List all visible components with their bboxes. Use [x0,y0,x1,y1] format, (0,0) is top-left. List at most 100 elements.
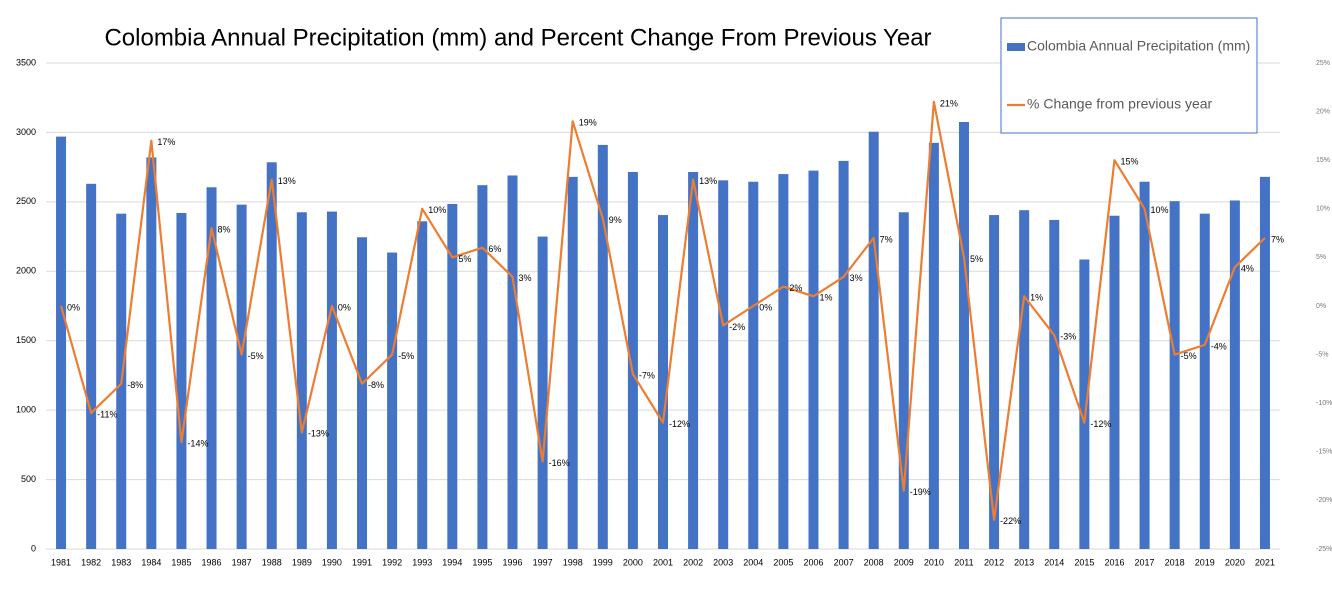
y2-tick-label: 15% [1316,157,1330,164]
data-label: 15% [1120,157,1138,167]
x-tick-label: 1984 [141,557,161,567]
y2-tick-label: 20% [1316,108,1330,115]
bar [236,204,247,550]
data-label: -8% [127,380,143,390]
bar [146,157,157,549]
bar [928,142,939,550]
x-tick-label: 2011 [954,557,973,567]
bar [1259,176,1270,549]
bar [1169,201,1180,550]
data-label: -7% [639,370,655,380]
bar [417,221,428,549]
data-label: 7% [880,234,893,244]
x-tick-label: 2002 [683,557,703,567]
data-label: -2% [729,322,745,332]
legend-label: Colombia Annual Precipitation (mm) [1027,38,1250,54]
data-label: -3% [1060,332,1076,342]
x-tick-label: 2016 [1104,557,1124,567]
legend-swatch [1007,43,1025,51]
x-tick-label: 2001 [653,557,673,567]
y-tick-label: 2000 [16,266,36,276]
x-tick-label: 2006 [803,557,823,567]
data-label: 6% [488,244,501,254]
y2-tick-label: -15% [1316,449,1332,456]
data-label: 21% [940,98,958,108]
data-label: -14% [187,438,208,448]
data-label: 7% [1271,234,1284,244]
bar [206,187,217,549]
x-tick-label: 2007 [834,557,854,567]
bar [1139,181,1150,550]
data-label: 10% [1151,205,1169,215]
bar [387,252,398,550]
data-label: 13% [699,176,717,186]
bar [326,211,337,549]
bar [838,160,849,549]
x-tick-label: 1994 [442,557,462,567]
x-tick-label: 2018 [1165,557,1185,567]
x-tick-label: 1995 [472,557,492,567]
data-label: -5% [1181,351,1197,361]
x-tick-label: 2000 [623,557,643,567]
data-label: 8% [218,225,231,235]
x-tick-label: 1989 [292,557,312,567]
bar [1199,213,1210,549]
data-label: 5% [970,254,983,264]
bar [507,175,518,549]
bar [1019,210,1030,549]
chart-title: Colombia Annual Precipitation (mm) and P… [104,24,931,51]
x-tick-label: 1988 [262,557,282,567]
x-tick-label: 1999 [593,557,613,567]
x-tick-label: 2020 [1225,557,1245,567]
x-tick-label: 1990 [322,557,342,567]
x-tick-label: 2019 [1195,557,1215,567]
data-label: 19% [579,118,597,128]
x-tick-label: 1986 [202,557,222,567]
y2-tick-label: -20% [1316,497,1332,504]
y-tick-label: 3000 [16,127,36,137]
x-tick-label: 2005 [773,557,793,567]
x-tick-label: 2013 [1014,557,1034,567]
bar [176,212,187,550]
bar [357,237,368,549]
data-label: 1% [819,293,832,303]
data-label: -11% [97,409,117,419]
bar [1109,215,1120,549]
bar [597,144,608,549]
x-tick-label: 1993 [412,557,432,567]
x-tick-label: 1997 [533,557,553,567]
bar [56,136,67,549]
bar [567,176,578,549]
bar [1049,219,1060,549]
y-tick-label: 2500 [16,196,36,206]
x-tick-label: 2012 [984,557,1004,567]
data-label: -5% [248,351,264,361]
x-tick-label: 2017 [1135,557,1155,567]
data-label: -4% [1211,341,1227,351]
bar [808,170,819,549]
y-tick-label: 0 [31,543,36,553]
data-label: -5% [398,351,414,361]
y2-tick-label: 25% [1316,60,1330,67]
data-label: 0% [338,302,351,312]
y2-tick-label: -5% [1316,351,1328,358]
data-label: -16% [549,458,570,468]
data-label: -22% [1000,516,1021,526]
y2-tick-label: 10% [1316,206,1330,213]
data-label: 5% [458,254,471,264]
x-tick-label: 2009 [894,557,914,567]
bar [1079,259,1090,549]
data-label: 0% [67,302,80,312]
x-tick-label: 1987 [232,557,252,567]
x-tick-label: 1991 [352,557,372,567]
x-tick-label: 2010 [924,557,944,567]
bar [778,174,789,550]
bar [748,181,759,550]
bar [958,122,969,549]
x-tick-label: 1985 [171,557,191,567]
data-label: -19% [910,487,931,497]
data-label: -12% [669,419,690,429]
bar [86,183,97,549]
data-label: 13% [278,176,296,186]
